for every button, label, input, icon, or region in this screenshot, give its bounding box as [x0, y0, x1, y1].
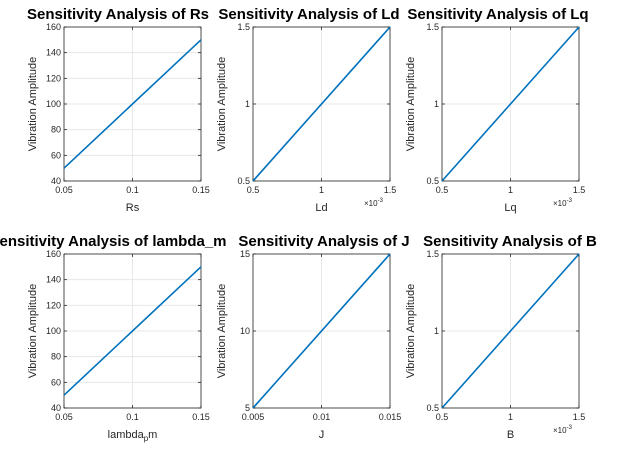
y-tick-label: 120 — [46, 73, 61, 83]
x-tick-label: 0.05 — [55, 185, 73, 195]
subplot-title: Sensitivity Analysis of Ld — [218, 6, 399, 23]
y-tick-label: 1 — [434, 326, 439, 336]
x-tick-label: 0.05 — [55, 412, 73, 422]
series-line — [63, 266, 202, 396]
x-axis-multiplier: ×10-3 — [553, 198, 573, 208]
series-line — [63, 39, 202, 169]
x-tick-label: 1 — [508, 412, 513, 422]
subplot-title: Sensitivity Analysis of J — [238, 233, 409, 250]
y-tick-label: 1.5 — [426, 22, 439, 32]
y-tick-label: 100 — [46, 99, 61, 109]
x-axis-label: Ld — [315, 202, 327, 214]
y-tick-label: 140 — [46, 275, 61, 285]
y-tick-label: 40 — [51, 403, 61, 413]
x-tick-label: 0.1 — [126, 185, 139, 195]
x-tick-label: 1.5 — [573, 185, 586, 195]
x-axis-label: Rs — [126, 202, 140, 214]
y-tick-label: 100 — [46, 326, 61, 336]
series-line — [441, 253, 580, 409]
y-tick-label: 60 — [51, 150, 61, 160]
y-tick-label: 160 — [46, 249, 61, 259]
y-tick-label: 140 — [46, 48, 61, 58]
subplot-1: 0.05 0.1 0.15 40 60 80 100 120 140 160 Rs Vibration… — [27, 6, 210, 214]
x-tick-label: 0.005 — [242, 412, 265, 422]
y-axis-label: Vibration Amplitude — [405, 284, 417, 379]
x-tick-label: 0.5 — [436, 185, 449, 195]
series-line — [252, 26, 391, 182]
x-tick-label: 1.5 — [573, 412, 586, 422]
subplot-5: 0.005 0.01 0.015 5 10 15 J Vibration Amplitude S… — [216, 233, 410, 441]
subplot-title: Sensitivity Analysis of Lq — [407, 6, 588, 23]
x-axis-label: J — [319, 429, 325, 441]
y-tick-label: 80 — [51, 125, 61, 135]
x-tick-label: 0.15 — [192, 412, 210, 422]
y-axis-label: Vibration Amplitude — [27, 57, 39, 152]
x-tick-label: 1 — [508, 185, 513, 195]
y-tick-label: 5 — [245, 403, 250, 413]
y-tick-label: 160 — [46, 22, 61, 32]
subplot-title: Sensitivity Analysis of lambda_m — [0, 233, 227, 250]
y-tick-label: 1 — [245, 99, 250, 109]
x-tick-label: 0.5 — [247, 185, 260, 195]
x-tick-label: 0.01 — [313, 412, 331, 422]
y-tick-label: 40 — [51, 176, 61, 186]
x-tick-label: 1.5 — [384, 185, 397, 195]
x-tick-label: 0.1 — [126, 412, 139, 422]
y-tick-label: 0.5 — [426, 176, 439, 186]
x-axis-multiplier: ×10-3 — [553, 425, 573, 435]
subplot-title: Sensitivity Analysis of B — [423, 233, 597, 250]
series-line — [252, 253, 391, 409]
x-tick-label: 0.15 — [192, 185, 210, 195]
y-tick-label: 10 — [240, 326, 250, 336]
y-tick-label: 0.5 — [426, 403, 439, 413]
subplot-title: Sensitivity Analysis of Rs — [27, 6, 209, 23]
x-axis-multiplier: ×10-3 — [364, 198, 384, 208]
y-axis-label: Vibration Amplitude — [27, 284, 39, 379]
y-tick-label: 60 — [51, 377, 61, 387]
y-tick-label: 80 — [51, 352, 61, 362]
x-axis-label: Lq — [504, 202, 516, 214]
x-axis-label: lambdapm — [108, 429, 158, 443]
y-tick-label: 1.5 — [426, 249, 439, 259]
y-tick-label: 120 — [46, 300, 61, 310]
series-line — [441, 26, 580, 182]
x-tick-label: 0.5 — [436, 412, 449, 422]
y-axis-label: Vibration Amplitude — [216, 284, 228, 379]
y-tick-label: 1.5 — [237, 22, 250, 32]
y-tick-label: 15 — [240, 249, 250, 259]
y-tick-label: 0.5 — [237, 176, 250, 186]
subplot-4: 0.05 0.1 0.15 40 60 80 100 120 140 160 lambdapm Vib… — [0, 233, 227, 443]
y-tick-label: 1 — [434, 99, 439, 109]
y-axis-label: Vibration Amplitude — [405, 57, 417, 152]
x-tick-label: 1 — [319, 185, 324, 195]
x-tick-label: 0.015 — [379, 412, 402, 422]
x-axis-label: B — [507, 429, 514, 441]
y-axis-label: Vibration Amplitude — [216, 57, 228, 152]
